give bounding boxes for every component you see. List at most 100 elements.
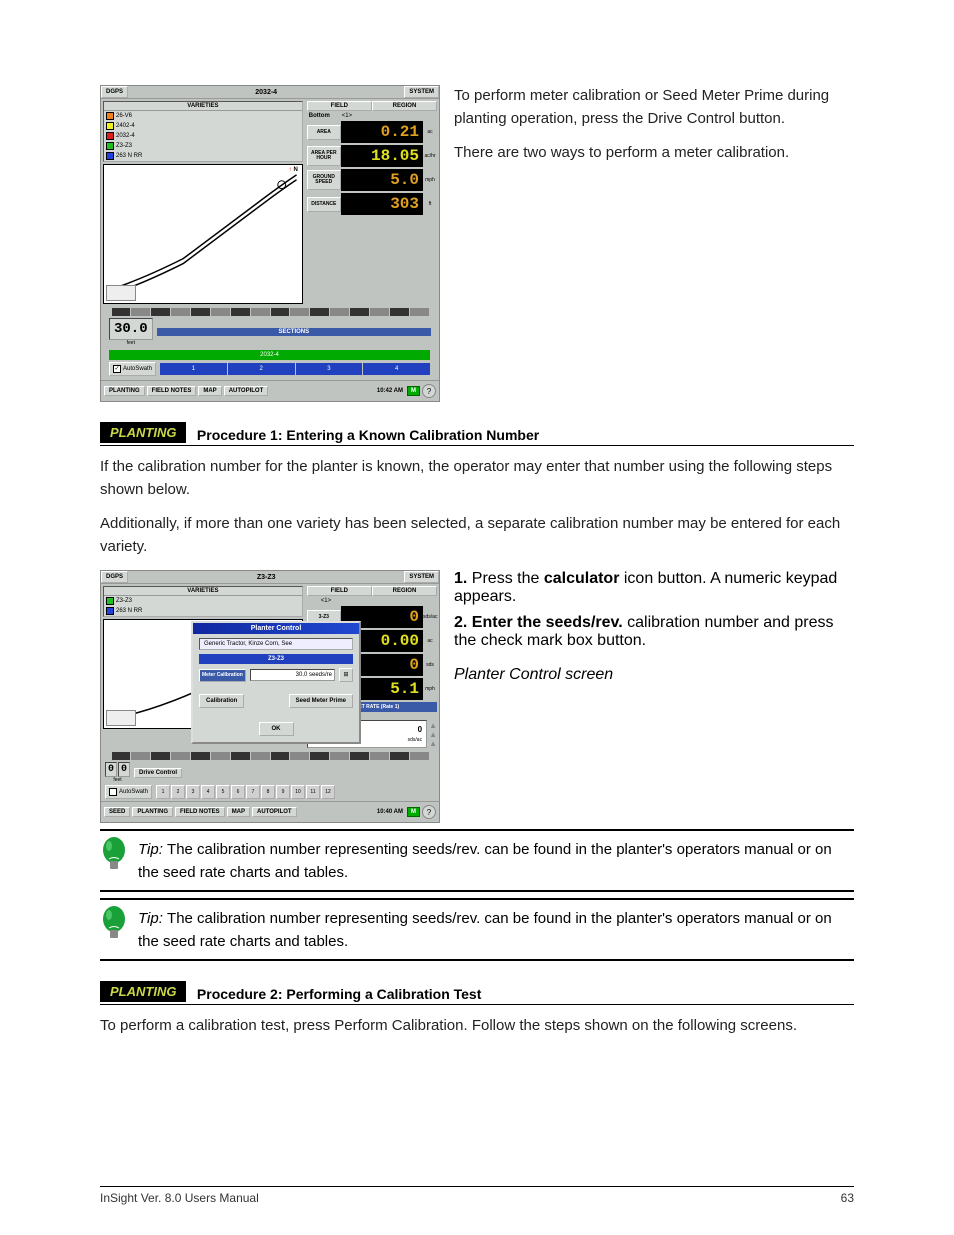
lightbulb-icon (100, 906, 128, 947)
section-cell[interactable]: 1 (160, 363, 227, 375)
variety-bar: 2032-4 (109, 350, 430, 360)
readout-label-aph: AREA PER HOUR (307, 146, 341, 166)
readout-label-area: AREA (307, 125, 341, 140)
varieties-panel: VARIETIES 26-V6 2402-4 2032-4 Z3-Z3 263 … (103, 101, 303, 162)
footer-page-num: 63 (841, 1191, 854, 1205)
autoswath-checkbox[interactable]: AutoSwath (105, 785, 152, 799)
swath-distance-unit: feet (109, 340, 153, 346)
section-num[interactable]: 12 (321, 785, 335, 799)
section-num[interactable]: 8 (261, 785, 275, 799)
planter-control-dialog: Planter Control Generic Tractor, Kinze C… (191, 621, 361, 744)
lightbulb-icon (100, 837, 128, 878)
variety-row: Z3-Z3 (104, 596, 302, 606)
tip-text: The calibration number representing seed… (138, 910, 832, 950)
body-text: There are two ways to perform a meter ca… (454, 142, 854, 165)
autoswath-label: AutoSwath (119, 789, 148, 795)
swatch (106, 607, 114, 615)
region-tab[interactable]: REGION (372, 586, 437, 596)
dgps-button[interactable]: DGPS (101, 571, 128, 583)
field-notes-tab[interactable]: FIELD NOTES (175, 807, 225, 817)
autopilot-tab[interactable]: AUTOPILOT (224, 386, 269, 396)
autoswath-checkbox[interactable]: ✓AutoSwath (109, 362, 156, 376)
variety-row: 26-V6 (104, 111, 302, 121)
section-num[interactable]: 4 (201, 785, 215, 799)
body-text: To perform meter calibration or Seed Met… (454, 85, 854, 130)
meter-calibration-button[interactable]: Meter Calibration (199, 669, 246, 682)
section-num[interactable]: 5 (216, 785, 230, 799)
help-icon[interactable]: ? (422, 805, 436, 819)
map-tab[interactable]: MAP (198, 386, 221, 396)
body-text: To perform a calibration test, press Per… (100, 1015, 854, 1038)
map-tools-icon[interactable] (106, 710, 136, 726)
section-num[interactable]: 7 (246, 785, 260, 799)
section-num[interactable]: 1 (156, 785, 170, 799)
section-num[interactable]: 6 (231, 785, 245, 799)
variety-label: 2402-4 (116, 123, 135, 129)
dialog-config-text: Generic Tractor, Kinze Corn, See (199, 638, 353, 650)
readout-unit: mph (423, 177, 437, 183)
autopilot-tab[interactable]: AUTOPILOT (252, 807, 297, 817)
varieties-header: VARIETIES (104, 102, 302, 111)
step-text-bold: calculator (544, 570, 624, 587)
section-cell[interactable]: 3 (296, 363, 363, 375)
readout-value-dist: 303 (341, 193, 423, 215)
region-tab[interactable]: REGION (372, 101, 437, 111)
page-footer: InSight Ver. 8.0 Users Manual 63 (100, 1186, 854, 1205)
section-cell[interactable]: 4 (363, 363, 430, 375)
figure-caption: Planter Control screen (454, 666, 854, 684)
screenshot-2: DGPS Z3-Z3 SYSTEM VARIETIES Z3-Z3 263 N … (100, 570, 440, 823)
procedure-1-heading: PLANTING Procedure 1: Entering a Known C… (100, 422, 854, 446)
system-button[interactable]: SYSTEM (404, 571, 439, 583)
clock-time: 10:40 AM (377, 809, 403, 815)
heading-title: Procedure 2: Performing a Calibration Te… (197, 986, 481, 1002)
tip-1: Tip: The calibration number representing… (100, 829, 854, 892)
section-cell[interactable]: 2 (228, 363, 295, 375)
section-num[interactable]: 11 (306, 785, 320, 799)
section-num[interactable]: 9 (276, 785, 290, 799)
field-notes-tab[interactable]: FIELD NOTES (147, 386, 197, 396)
ok-button[interactable]: OK (259, 722, 294, 736)
screenshot-1: DGPS 2032-4 SYSTEM VARIETIES 26-V6 2402-… (100, 85, 440, 402)
readout-value-area: 0.21 (341, 121, 423, 143)
swatch (106, 152, 114, 160)
step-text-bold: Enter the seeds/rev. (472, 614, 627, 631)
meta-one: <1> (321, 598, 331, 604)
heading-tag: PLANTING (100, 422, 186, 443)
chevron-up-icon[interactable]: ▲▲▲ (429, 721, 437, 748)
clock-time: 10:42 AM (377, 388, 403, 394)
section-num[interactable]: 2 (171, 785, 185, 799)
calculator-icon[interactable]: ⊞ (339, 668, 353, 682)
tip-2: Tip: The calibration number representing… (100, 898, 854, 961)
meta-one: <1> (342, 113, 352, 119)
seed-meter-prime-button[interactable]: Seed Meter Prime (289, 694, 353, 708)
swatch (106, 122, 114, 130)
readout-unit: ft (423, 201, 437, 207)
seed-tab[interactable]: SEED (104, 807, 130, 817)
drive-control-button[interactable]: Drive Control (134, 768, 182, 778)
planting-tab[interactable]: PLANTING (104, 386, 145, 396)
map-tab[interactable]: MAP (227, 807, 250, 817)
readout-unit: ac (423, 129, 437, 135)
variety-row: 2402-4 (104, 121, 302, 131)
help-icon[interactable]: ? (422, 384, 436, 398)
calibration-button[interactable]: Calibration (199, 694, 244, 708)
variety-row: 263 N RR (104, 606, 302, 616)
readout-label-dist: DISTANCE (307, 197, 341, 212)
dgps-button[interactable]: DGPS (101, 86, 128, 98)
calibration-input[interactable]: 30.0 seeds/re (250, 669, 335, 681)
variety-label: Z3-Z3 (116, 143, 132, 149)
field-tab[interactable]: FIELD (307, 101, 372, 111)
planting-tab[interactable]: PLANTING (132, 807, 173, 817)
variety-label: Z3-Z3 (116, 598, 132, 604)
readout-unit: mph (423, 686, 437, 692)
field-map: N (103, 164, 303, 304)
section-num[interactable]: 3 (186, 785, 200, 799)
system-button[interactable]: SYSTEM (404, 86, 439, 98)
tip-label: Tip: (138, 841, 167, 858)
field-tab[interactable]: FIELD (307, 586, 372, 596)
swath-distance-unit: feet (105, 777, 130, 783)
section-num[interactable]: 10 (291, 785, 305, 799)
m-indicator: M (407, 807, 420, 817)
swatch (106, 132, 114, 140)
map-tools-icon[interactable] (106, 285, 136, 301)
